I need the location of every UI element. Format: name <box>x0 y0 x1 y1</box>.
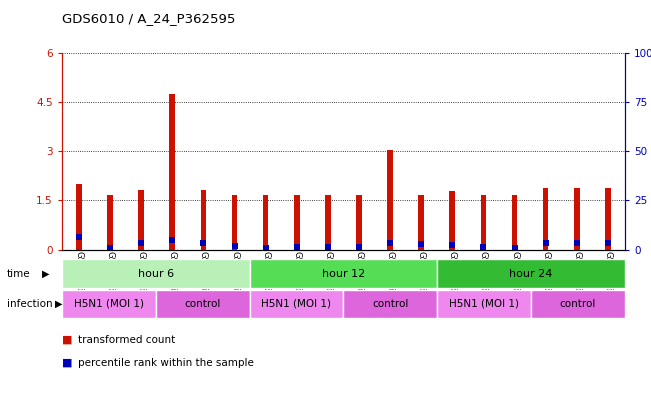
Bar <box>356 195 362 250</box>
Text: percentile rank within the sample: percentile rank within the sample <box>78 358 254 367</box>
Bar <box>249 259 437 288</box>
Bar <box>294 195 299 250</box>
Bar <box>76 184 82 250</box>
Point <box>603 240 613 246</box>
Point <box>105 245 115 251</box>
Bar <box>343 290 437 318</box>
Point <box>260 245 271 251</box>
Text: H5N1 (MOI 1): H5N1 (MOI 1) <box>449 299 519 309</box>
Bar <box>419 195 424 250</box>
Text: control: control <box>184 299 221 309</box>
Point <box>385 240 395 246</box>
Point <box>540 240 551 246</box>
Text: control: control <box>372 299 409 309</box>
Point <box>509 245 519 251</box>
Point <box>353 244 364 250</box>
Point <box>323 244 333 250</box>
Text: infection: infection <box>7 299 52 309</box>
Bar <box>531 290 625 318</box>
Bar <box>605 188 611 250</box>
Bar <box>201 190 206 250</box>
Point <box>416 241 426 247</box>
Bar <box>107 195 113 250</box>
Bar <box>574 188 579 250</box>
Bar <box>325 195 331 250</box>
Point <box>447 242 458 248</box>
Bar <box>139 190 144 250</box>
Bar <box>449 191 455 250</box>
Text: ▶: ▶ <box>55 299 63 309</box>
Bar <box>263 195 268 250</box>
Bar <box>480 195 486 250</box>
Bar <box>437 290 531 318</box>
Point <box>572 240 582 246</box>
Point <box>229 243 240 250</box>
Bar <box>62 290 156 318</box>
Text: ■: ■ <box>62 335 72 345</box>
Bar <box>156 290 249 318</box>
Bar <box>512 195 518 250</box>
Point <box>74 234 84 240</box>
Bar <box>387 150 393 250</box>
Text: time: time <box>7 268 30 279</box>
Text: hour 6: hour 6 <box>137 268 174 279</box>
Bar <box>543 188 548 250</box>
Text: H5N1 (MOI 1): H5N1 (MOI 1) <box>74 299 144 309</box>
Point <box>198 240 208 246</box>
Bar <box>249 290 343 318</box>
Text: hour 12: hour 12 <box>322 268 365 279</box>
Point <box>292 244 302 250</box>
Bar <box>62 259 249 288</box>
Point <box>167 237 178 244</box>
Text: transformed count: transformed count <box>78 335 175 345</box>
Point <box>478 244 489 250</box>
Bar <box>232 195 238 250</box>
Point <box>136 240 146 246</box>
Text: hour 24: hour 24 <box>510 268 553 279</box>
Text: ■: ■ <box>62 358 72 367</box>
Text: H5N1 (MOI 1): H5N1 (MOI 1) <box>262 299 331 309</box>
Text: ▶: ▶ <box>42 268 50 279</box>
Text: control: control <box>560 299 596 309</box>
Text: GDS6010 / A_24_P362595: GDS6010 / A_24_P362595 <box>62 12 235 25</box>
Bar <box>169 94 175 250</box>
Bar <box>437 259 625 288</box>
